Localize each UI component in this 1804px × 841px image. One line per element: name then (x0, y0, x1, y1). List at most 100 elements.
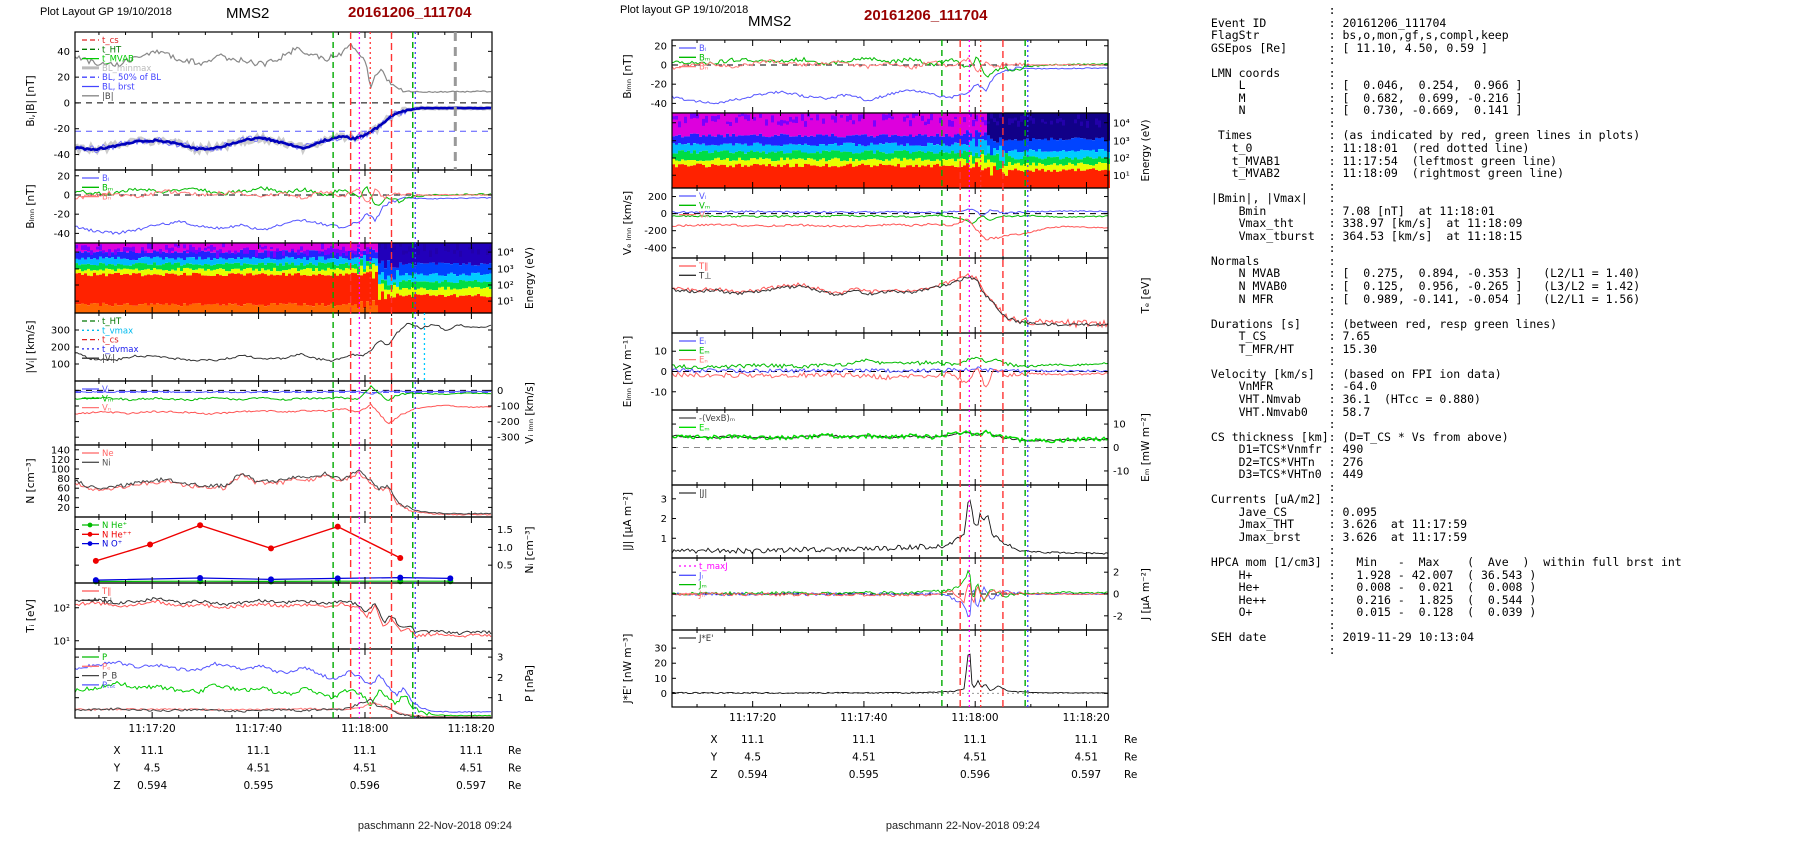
position-value: 4.51 (963, 752, 986, 764)
panel-frame (671, 409, 1109, 486)
panel-e-spec: 10⁴ 10³ 10² 10¹ Energy (eV) (671, 112, 1152, 189)
data-point-marker (267, 576, 274, 583)
legend-entry: |J| (679, 489, 707, 499)
y-tick-label: 10¹ (497, 297, 514, 308)
legend-label: t_maxJ (699, 562, 728, 572)
legend-label: Bₙ (102, 193, 111, 203)
legend-label: P (102, 653, 107, 663)
panel-frame (74, 516, 493, 584)
legend-entry: Bₙ (679, 63, 708, 73)
position-value: 4.51 (353, 763, 376, 775)
series-BL_minmax (74, 105, 492, 157)
legend-entry: t_cs (82, 36, 119, 46)
y-tick-label: 0 (64, 98, 70, 109)
series-N_He++ (92, 522, 404, 564)
time-tick-label: 11:17:20 (129, 723, 176, 735)
legend-label: Bₘ (102, 183, 113, 193)
series-VM (671, 213, 1109, 225)
y-tick-label: 0.5 (497, 561, 513, 572)
legend-label: Ne (102, 449, 114, 459)
series-BL (74, 196, 492, 235)
position-row-x: X 11.1 11.1 11.1 11.1 Re (710, 734, 1137, 746)
y-tick-label: 200 (51, 343, 70, 354)
legend-entry: Vₘ (679, 201, 710, 211)
y-tick-label: 10 (654, 674, 667, 685)
panel-ion-spec: 10⁴ 10³ 10² 10¹ Energy (eV) (74, 242, 536, 314)
middle-event-id-title: 20161206_111704 (864, 7, 988, 24)
y-tick-label: 0 (661, 689, 667, 700)
y-tick-label: 1 (661, 534, 667, 545)
position-value: 4.51 (247, 763, 270, 775)
position-value: 11.1 (247, 745, 270, 757)
y-tick-label: -200 (497, 417, 520, 428)
position-value: 0.596 (960, 769, 990, 781)
series-EN (671, 367, 1109, 388)
y-tick-label: 0 (661, 209, 667, 220)
position-value: 4.5 (744, 752, 761, 764)
data-point-marker (147, 541, 154, 548)
position-value: 0.594 (137, 780, 167, 792)
legend-label: t_dvmax (102, 345, 139, 355)
y-tick-label: 1.0 (497, 543, 513, 554)
y-tick-label: 20 (57, 503, 70, 514)
position-value: 11.1 (852, 734, 875, 746)
legend-entry: J*E' (679, 634, 713, 644)
y-tick-label: 3 (661, 494, 667, 505)
legend-entry: Eₘ (679, 346, 710, 356)
y-tick-label: 60 (57, 484, 70, 495)
y-tick-label: 120 (51, 455, 70, 466)
legend-label: P_B (102, 672, 117, 682)
series-Babs (74, 42, 491, 94)
legend-label: t_cs (102, 36, 119, 46)
position-unit: Re (1124, 734, 1137, 746)
y-tick-label: -100 (497, 401, 520, 412)
y-tick-label: 1 (497, 693, 503, 704)
y-tick-label: 3 (497, 653, 503, 664)
series-Ni (74, 469, 492, 515)
y-tick-label: 20 (57, 171, 70, 182)
data-point-marker (334, 575, 341, 582)
position-row-x: X 11.1 11.1 11.1 11.1 Re (113, 745, 521, 757)
y-axis-label: Eₘ [mW m⁻²] (1140, 413, 1152, 482)
position-value: 4.51 (852, 752, 875, 764)
legend-label: Vₗ (102, 385, 109, 395)
legend-label: N He⁺ (102, 521, 127, 531)
y-tick-label: 10¹ (1113, 171, 1130, 182)
y-tick-label: 10² (497, 281, 514, 292)
panel-frame (74, 582, 493, 650)
data-point-marker (267, 545, 274, 552)
legend-entry: P (82, 653, 107, 663)
position-value: 4.51 (1075, 752, 1098, 764)
legend-label: t_MVAB (102, 55, 134, 65)
time-tick-label: 11:17:40 (840, 712, 887, 724)
panel-jdote: 30 20 10 0 J*E' [nW m⁻³] J*E' (622, 629, 1109, 708)
legend-label: Eₘ (699, 423, 710, 433)
y-axis-label: Eₗₘₙ [mV m⁻¹] (622, 336, 634, 407)
y-axis-label: Energy (eV) (1140, 120, 1152, 182)
legend-entry: N He⁺ (82, 521, 127, 531)
y-tick-label: -400 (644, 243, 667, 254)
y-tick-label: 40 (57, 47, 70, 58)
y-axis-label: Bₗ,|B| [nT] (25, 75, 37, 126)
y-tick-label: 140 (51, 445, 70, 456)
y-tick-label: 0 (661, 60, 667, 71)
legend-entry: Bₗ (82, 174, 109, 184)
y-tick-label: -40 (54, 229, 70, 240)
y-tick-label: 10² (1113, 154, 1130, 165)
y-tick-label: 10² (53, 603, 70, 614)
legend-entry: Eₗ (679, 337, 706, 347)
legend-entry: Bₗ (679, 44, 706, 54)
position-row-label: X (113, 745, 120, 757)
position-value: 0.595 (243, 780, 273, 792)
time-tick-label: 11:18:00 (341, 723, 388, 735)
legend-entry: BL_minmax (82, 64, 151, 74)
panel-vexb: 10 0 -10 Eₘ [mW m⁻²] -(VexB)ₘEₘ (671, 409, 1152, 486)
y-axis-label: Nᵢ [cm⁻³] (524, 526, 536, 573)
series-JM (671, 569, 1108, 603)
y-tick-label: 2 (497, 673, 503, 684)
position-row-y: Y 4.5 4.51 4.51 4.51 Re (113, 763, 522, 775)
position-row-y: Y 4.5 4.51 4.51 4.51 Re (710, 752, 1138, 764)
